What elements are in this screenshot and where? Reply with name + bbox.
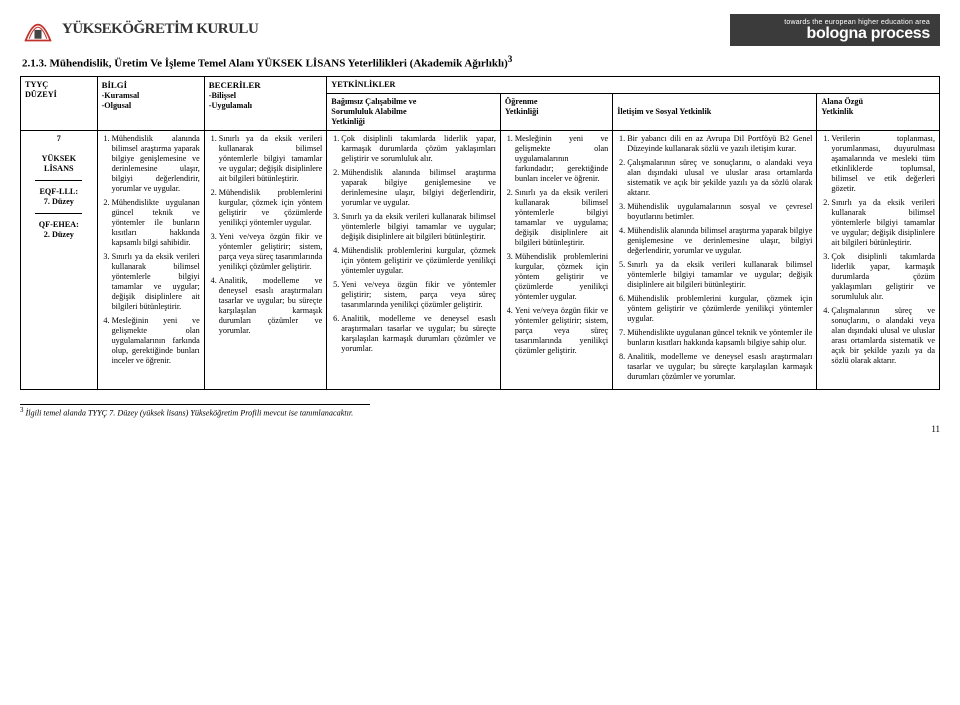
level-text: LİSANS <box>25 164 93 174</box>
list-item: Sınırlı ya da eksik verileri kullanarak … <box>112 252 200 312</box>
page-header: YÜKSEKÖĞRETİM KURULU towards the europea… <box>20 14 940 46</box>
page-number: 11 <box>20 424 940 434</box>
level-cell: 7 YÜKSEK LİSANS EQF-LLL: 7. Düzey QF-EHE… <box>21 130 98 389</box>
divider <box>35 180 82 181</box>
level-text: YÜKSEK <box>25 154 93 164</box>
th-bilgi: BİLGİ -Kuramsal -Olgusal <box>97 76 204 130</box>
level-text: 2. Düzey <box>25 230 93 240</box>
table-head-row-1: TYYÇ DÜZEYİ BİLGİ -Kuramsal -Olgusal BEC… <box>21 76 940 93</box>
th-text: Alana Özgü <box>821 97 863 106</box>
list-item: Mesleğinin yeni ve gelişmekte olan uygul… <box>515 134 608 184</box>
cell-ogrenme: Mesleğinin yeni ve gelişmekte olan uygul… <box>500 130 612 389</box>
th-text: TYYÇ <box>25 80 48 89</box>
th-text: BİLGİ <box>102 80 127 90</box>
bologna-title: bologna process <box>740 26 930 43</box>
list-item: Yeni ve/veya özgün fikir ve yöntemler ge… <box>515 306 608 356</box>
th-text: Bağımsız Çalışabilme ve <box>331 97 416 106</box>
level-text: 7. Düzey <box>25 197 93 207</box>
bologna-logo: towards the european higher education ar… <box>730 14 940 46</box>
list-item: Mühendislik uygulamalarının sosyal ve çe… <box>627 202 812 222</box>
th-text: -Olgusal <box>102 101 132 110</box>
th-yetkinlikler: YETKİNLİKLER <box>327 76 940 93</box>
cell-bagimsiz: Çok disiplinli takımlarda liderlik yapar… <box>327 130 501 389</box>
divider <box>35 213 82 214</box>
th-text: Yetkinliği <box>331 117 365 126</box>
th-ogrenme: Öğrenme Yetkinliği <box>500 93 612 130</box>
list-item: Mühendislik alanında bilimsel araştırma … <box>112 134 200 194</box>
th-text: -Bilişsel <box>209 91 236 100</box>
th-beceri: BECERİLER -Bilişsel -Uygulamalı <box>204 76 327 130</box>
list-item: Mühendislikte uygulanan güncel teknik ve… <box>627 328 812 348</box>
yok-logo: YÜKSEKÖĞRETİM KURULU <box>20 14 258 44</box>
level-text: EQF-LLL: <box>25 187 93 197</box>
th-text: -Uygulamalı <box>209 101 252 110</box>
footnote-text: İlgili temel alanda TYYÇ 7. Düzey (yükse… <box>23 409 353 418</box>
list-item: Çok disiplinli takımlarda liderlik yapar… <box>341 134 496 164</box>
th-text: Sorumluluk Alabilme <box>331 107 406 116</box>
list-item: Mühendislik alanında bilimsel araştırma … <box>341 168 496 208</box>
footnote: 3 İlgili temel alanda TYYÇ 7. Düzey (yük… <box>20 404 370 418</box>
th-text: Yetkinlik <box>821 107 853 116</box>
list-item: Bir yabancı dili en az Avrupa Dil Portfö… <box>627 134 812 154</box>
cell-iletisim: Bir yabancı dili en az Avrupa Dil Portfö… <box>613 130 817 389</box>
th-text: Öğrenme <box>505 97 538 106</box>
th-bagimsiz: Bağımsız Çalışabilme ve Sorumluluk Alabi… <box>327 93 501 130</box>
competencies-table: TYYÇ DÜZEYİ BİLGİ -Kuramsal -Olgusal BEC… <box>20 76 940 390</box>
cell-beceri: Sınırlı ya da eksik verileri kullanarak … <box>204 130 327 389</box>
list-item: Mühendislik problemlerini kurgular, çözm… <box>219 188 323 228</box>
cell-bilgi: Mühendislik alanında bilimsel araştırma … <box>97 130 204 389</box>
section-title-text: 2.1.3. Mühendislik, Üretim Ve İşleme Tem… <box>22 58 508 70</box>
list-item: Sınırlı ya da eksik verileri kullanarak … <box>831 198 935 248</box>
list-item: Mühendislik problemlerini kurgular, çözm… <box>515 252 608 302</box>
section-title-sup: 3 <box>508 54 513 64</box>
list-item: Çalışmalarının süreç ve sonuçlarını, o a… <box>831 306 935 366</box>
list-item: Mesleğinin yeni ve gelişmekte olan uygul… <box>112 316 200 366</box>
yok-emblem-icon <box>20 14 56 44</box>
th-iletisim: İletişim ve Sosyal Yetkinlik <box>613 93 817 130</box>
list-item: Verilerin toplanması, yorumlanması, duyu… <box>831 134 935 194</box>
th-alana: Alana Özgü Yetkinlik <box>817 93 940 130</box>
cell-alana: Verilerin toplanması, yorumlanması, duyu… <box>817 130 940 389</box>
list-item: Sınırlı ya da eksik verileri kullanarak … <box>341 212 496 242</box>
list-item: Mühendislik problemlerini kurgular, çözm… <box>627 294 812 324</box>
list-item: Mühendislik problemlerini kurgular, çözm… <box>341 246 496 276</box>
list-item: Sınırlı ya da eksik verileri kullanarak … <box>515 188 608 248</box>
list-item: Sınırlı ya da eksik verileri kullanarak … <box>627 260 812 290</box>
th-text: BECERİLER <box>209 80 261 90</box>
list-item: Analitik, modelleme ve deneysel esaslı a… <box>627 352 812 382</box>
list-item: Mühendislik alanında bilimsel araştırma … <box>627 226 812 256</box>
list-item: Analitik, modelleme ve deneysel esaslı a… <box>219 276 323 336</box>
table-body-row: 7 YÜKSEK LİSANS EQF-LLL: 7. Düzey QF-EHE… <box>21 130 940 389</box>
list-item: Çok disiplinli takımlarda liderlik yapar… <box>831 252 935 302</box>
list-item: Mühendislikte uygulanan güncel teknik ve… <box>112 198 200 248</box>
yok-logo-text: YÜKSEKÖĞRETİM KURULU <box>62 21 258 38</box>
list-item: Çalışmalarının süreç ve sonuçlarını, o a… <box>627 158 812 198</box>
list-item: Sınırlı ya da eksik verileri kullanarak … <box>219 134 323 184</box>
section-title: 2.1.3. Mühendislik, Üretim Ve İşleme Tem… <box>22 54 940 70</box>
th-text: DÜZEYİ <box>25 90 57 99</box>
list-item: Yeni ve/veya özgün fikir ve yöntemler ge… <box>219 232 323 272</box>
level-num: 7 <box>25 134 93 144</box>
list-item: Analitik, modelleme ve deneysel esaslı a… <box>341 314 496 354</box>
th-text: -Kuramsal <box>102 91 140 100</box>
th-text: Yetkinliği <box>505 107 539 116</box>
th-tyyc: TYYÇ DÜZEYİ <box>21 76 98 130</box>
level-text: QF-EHEA: <box>25 220 93 230</box>
list-item: Yeni ve/veya özgün fikir ve yöntemler ge… <box>341 280 496 310</box>
